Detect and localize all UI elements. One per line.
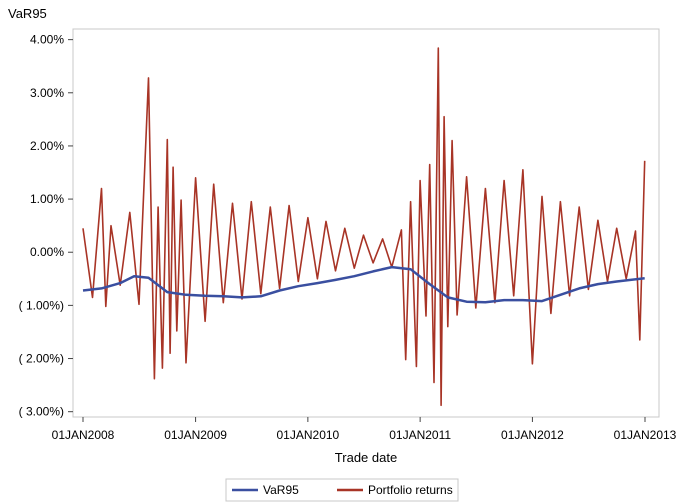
y-tick-label: ( 3.00%)	[19, 405, 64, 419]
x-tick-label: 01JAN2012	[501, 428, 564, 442]
series-layer	[82, 47, 646, 407]
legend-label: VaR95	[263, 483, 299, 497]
plot-area	[72, 28, 660, 418]
y-axis: 4.00% 3.00% 2.00% 1.00% 0.00% ( 1.00%) ( 2.00%…	[19, 33, 73, 419]
x-axis: 01JAN2008 01JAN2009 01JAN2010 01JAN2011 01JA…	[52, 417, 677, 442]
y-tick-label: ( 2.00%)	[19, 352, 64, 366]
series-var95-line	[82, 265, 645, 304]
x-tick-label: 01JAN2009	[164, 428, 227, 442]
series-portfolio-returns-line	[82, 47, 646, 407]
x-tick-label: 01JAN2013	[614, 428, 677, 442]
x-axis-title: Trade date	[335, 450, 397, 465]
legend-label: Portfolio returns	[368, 483, 453, 497]
y-tick-label: 0.00%	[30, 245, 64, 259]
y-axis-title: VaR95	[8, 6, 47, 21]
x-tick-label: 01JAN2011	[389, 428, 451, 442]
x-tick-label: 01JAN2010	[277, 428, 340, 442]
legend: VaR95 Portfolio returns	[225, 478, 459, 502]
y-tick-label: 4.00%	[30, 33, 64, 47]
x-tick-label: 01JAN2008	[52, 428, 115, 442]
y-tick-label: ( 1.00%)	[19, 298, 64, 312]
y-tick-label: 3.00%	[30, 86, 64, 100]
y-tick-label: 2.00%	[30, 139, 64, 153]
y-tick-label: 1.00%	[30, 192, 64, 206]
